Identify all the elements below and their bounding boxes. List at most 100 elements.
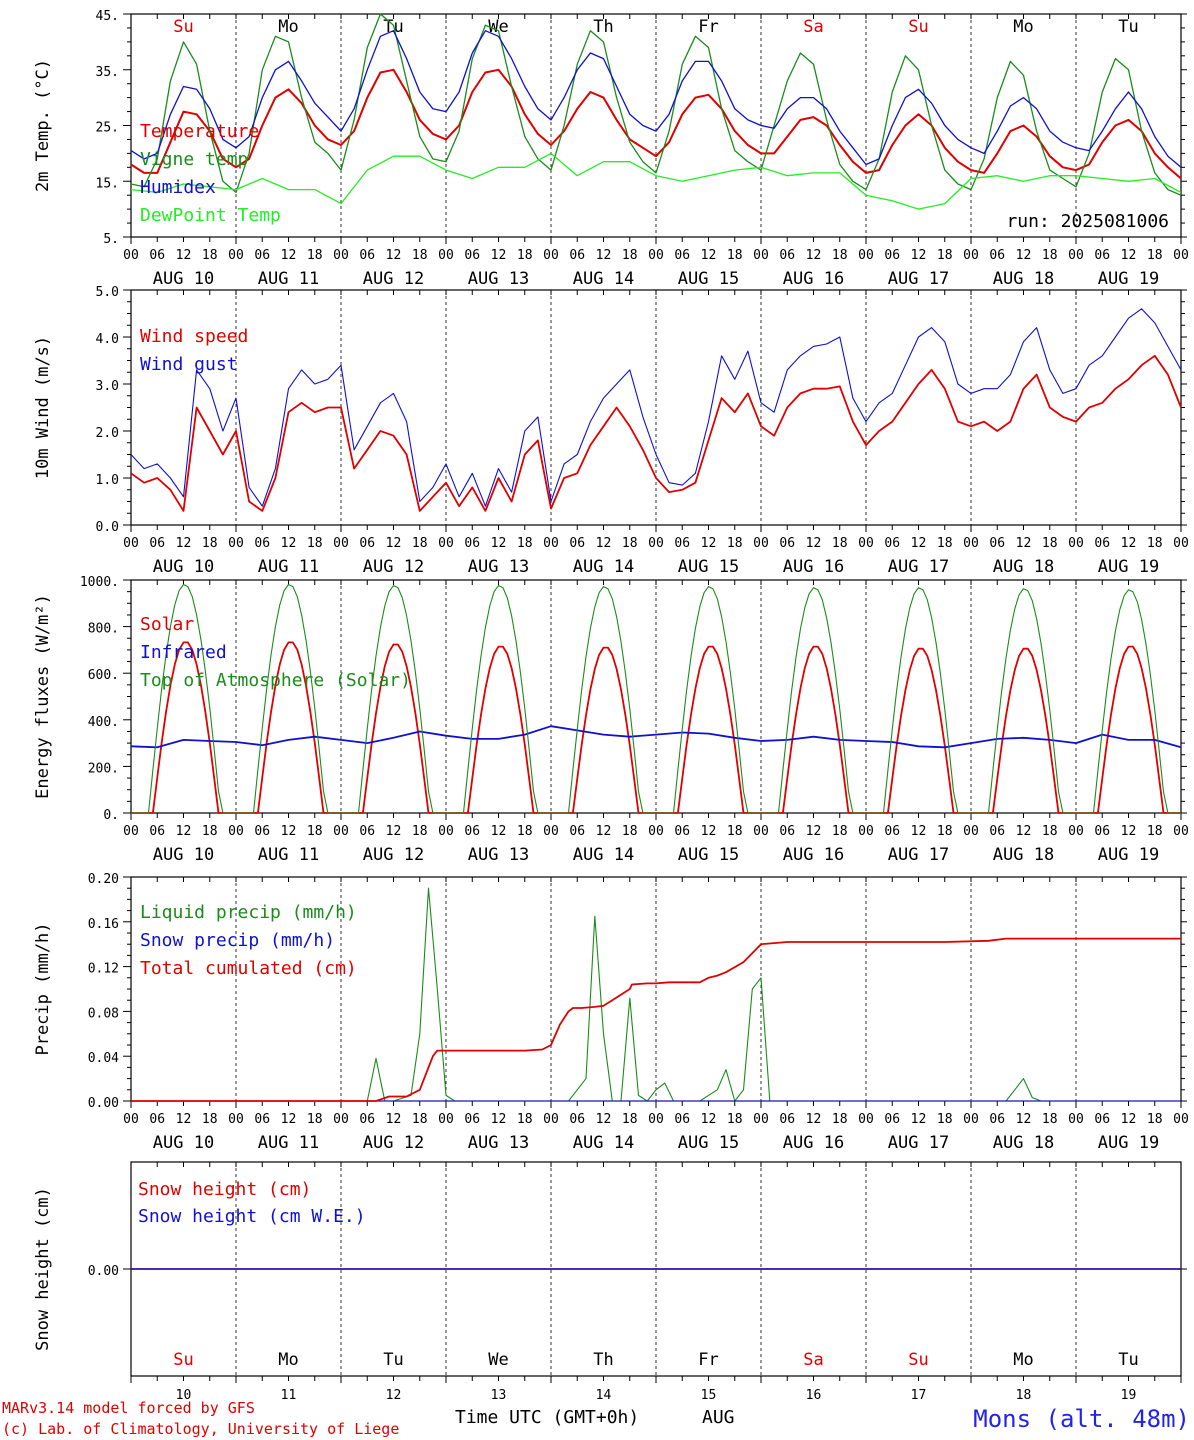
weekday-label: Su xyxy=(908,17,928,37)
x-tick-label: 12 xyxy=(491,536,507,551)
x-tick-label: 18 xyxy=(517,824,533,839)
x-tick-label: 18 xyxy=(937,536,953,551)
legend-entry: Snow height (cm) xyxy=(138,1179,311,1200)
x-tick-label: 12 xyxy=(911,248,927,263)
day-label: AUG 10 xyxy=(153,269,214,289)
x-tick-label: 18 xyxy=(412,248,428,263)
x-tick-label: 06 xyxy=(464,536,480,551)
weekday-label: Fr xyxy=(698,1350,718,1370)
legend-entry: Snow precip (mm/h) xyxy=(140,930,335,951)
x-tick-label: 00 xyxy=(858,248,874,263)
y-tick-label: 0. xyxy=(103,808,119,823)
x-tick-label: 00 xyxy=(438,536,454,551)
x-tick-label: 06 xyxy=(149,1112,165,1127)
x-tick-label: 12 xyxy=(176,536,192,551)
weekday-label: Fr xyxy=(698,17,718,37)
x-tick-label: 18 xyxy=(937,824,953,839)
x-tick-label: 18 xyxy=(412,536,428,551)
day-number: 11 xyxy=(281,1388,297,1403)
y-tick-label: 0.04 xyxy=(88,1051,119,1066)
day-number: 12 xyxy=(386,1388,402,1403)
x-tick-label: 00 xyxy=(438,824,454,839)
day-number: 18 xyxy=(1016,1388,1032,1403)
x-tick-label: 06 xyxy=(254,1112,270,1127)
x-tick-label: 18 xyxy=(1042,536,1058,551)
x-tick-label: 00 xyxy=(1068,248,1084,263)
series-line xyxy=(130,13,1182,196)
x-tick-label: 00 xyxy=(648,824,664,839)
day-label: AUG 16 xyxy=(783,1133,844,1153)
day-label: AUG 17 xyxy=(888,557,949,577)
weekday-label: Th xyxy=(593,1350,613,1370)
x-tick-label: 12 xyxy=(1016,536,1032,551)
y-tick-label: 200. xyxy=(88,761,119,776)
x-tick-label: 18 xyxy=(1147,824,1163,839)
weekday-label: Tu xyxy=(1118,17,1138,37)
x-tick-label: 18 xyxy=(307,824,323,839)
x-tick-label: 00 xyxy=(438,248,454,263)
x-tick-label: 06 xyxy=(464,824,480,839)
x-tick-label: 06 xyxy=(359,536,375,551)
x-tick-label: 00 xyxy=(753,248,769,263)
x-tick-label: 18 xyxy=(307,248,323,263)
x-tick-label: 12 xyxy=(386,1112,402,1127)
series-line xyxy=(130,152,1182,210)
x-tick-label: 00 xyxy=(333,248,349,263)
x-tick-label: 18 xyxy=(727,824,743,839)
legend-entry: Wind speed xyxy=(140,326,248,347)
x-tick-label: 12 xyxy=(281,824,297,839)
day-label: AUG 11 xyxy=(258,557,319,577)
y-axis-title: 10m Wind (m/s) xyxy=(33,336,53,479)
day-label: AUG 14 xyxy=(573,845,634,865)
x-tick-label: 18 xyxy=(832,1112,848,1127)
y-tick-label: 1.0 xyxy=(96,473,119,488)
x-tick-label: 06 xyxy=(569,824,585,839)
x-tick-label: 18 xyxy=(1147,1112,1163,1127)
x-tick-label: 12 xyxy=(701,1112,717,1127)
legend-entry: Top of Atmosphere (Solar) xyxy=(140,670,411,691)
x-tick-label: 18 xyxy=(622,824,638,839)
x-tick-label: 00 xyxy=(858,536,874,551)
x-tick-label: 06 xyxy=(1094,1112,1110,1127)
x-tick-label: 00 xyxy=(228,824,244,839)
x-tick-label: 00 xyxy=(1068,824,1084,839)
x-tick-label: 12 xyxy=(596,248,612,263)
weekday-label: Mo xyxy=(1013,17,1033,37)
x-tick-label: 06 xyxy=(884,1112,900,1127)
x-tick-label: 00 xyxy=(1173,536,1189,551)
day-label: AUG 12 xyxy=(363,269,424,289)
x-tick-label: 12 xyxy=(701,536,717,551)
day-label: AUG 11 xyxy=(258,1133,319,1153)
x-tick-label: 06 xyxy=(254,536,270,551)
legend-entry: Humidex xyxy=(140,177,216,198)
x-tick-label: 18 xyxy=(1042,824,1058,839)
y-tick-label: 400. xyxy=(88,715,119,730)
x-tick-label: 00 xyxy=(963,824,979,839)
x-tick-label: 18 xyxy=(1042,1112,1058,1127)
x-tick-label: 06 xyxy=(464,248,480,263)
x-tick-label: 00 xyxy=(753,1112,769,1127)
y-tick-label: 45. xyxy=(96,9,119,24)
x-tick-label: 12 xyxy=(1121,1112,1137,1127)
x-tick-label: 12 xyxy=(1016,1112,1032,1127)
x-tick-label: 00 xyxy=(228,1112,244,1127)
x-tick-label: 00 xyxy=(1173,248,1189,263)
x-tick-label: 06 xyxy=(884,248,900,263)
x-tick-label: 00 xyxy=(648,248,664,263)
y-tick-label: 0.08 xyxy=(88,1006,119,1021)
x-tick-label: 12 xyxy=(806,248,822,263)
x-tick-label: 18 xyxy=(832,536,848,551)
day-label: AUG 12 xyxy=(363,557,424,577)
x-tick-label: 18 xyxy=(1147,536,1163,551)
series-line xyxy=(130,308,1182,507)
day-label: AUG 16 xyxy=(783,845,844,865)
x-tick-label: 06 xyxy=(1094,248,1110,263)
x-tick-label: 12 xyxy=(176,248,192,263)
legend-entry: DewPoint Temp xyxy=(140,205,281,226)
x-tick-label: 12 xyxy=(491,1112,507,1127)
weekday-label: Su xyxy=(908,1350,928,1370)
footer: MARv3.14 model forced by GFS (c) Lab. of… xyxy=(2,1399,1190,1438)
x-tick-label: 06 xyxy=(359,248,375,263)
x-tick-label: 06 xyxy=(569,1112,585,1127)
x-axis-month: AUG xyxy=(702,1407,735,1428)
